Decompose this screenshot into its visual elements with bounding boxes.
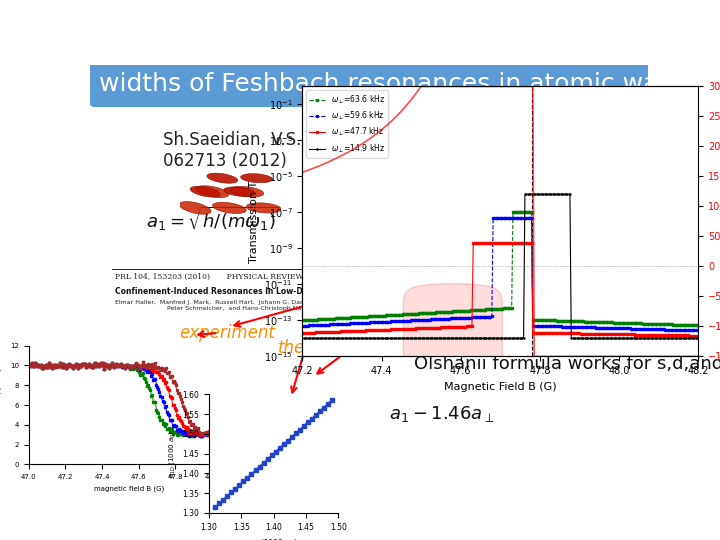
$\omega_\perp$=63.6 kHz — [298, 317, 307, 323]
$\omega_\perp$=47.7 kHz — [694, 333, 703, 339]
Y-axis label: $a_{\rm 1D}$ (1000 $a_0$): $a_{\rm 1D}$ (1000 $a_0$) — [166, 429, 176, 478]
X-axis label: magnetic field B (G): magnetic field B (G) — [94, 485, 165, 492]
$\omega_\perp$=14.9 kHz — [658, 335, 667, 342]
Text: Sh.Saeidian, V.S. Melezhik ,and P.Schmelcher, Phys.Rev. A86,
062713 (2012): Sh.Saeidian, V.S. Melezhik ,and P.Schmel… — [163, 131, 670, 170]
$\omega_\perp$=63.6 kHz — [658, 321, 667, 327]
$\omega_\perp$=47.7 kHz — [469, 240, 477, 246]
$\omega_\perp$=59.6 kHz — [694, 327, 703, 334]
X-axis label: Magnetic Field B (G): Magnetic Field B (G) — [444, 382, 557, 392]
Line: $\omega_\perp$=63.6 kHz: $\omega_\perp$=63.6 kHz — [302, 211, 699, 326]
$\omega_\perp$=59.6 kHz — [298, 322, 307, 329]
Y-axis label: atom number $N_r \ [\times 10^3]$: atom number $N_r \ [\times 10^3]$ — [0, 367, 4, 443]
Ellipse shape — [179, 201, 211, 214]
$\omega_\perp$=47.7 kHz — [300, 330, 308, 336]
Ellipse shape — [207, 173, 238, 183]
$\omega_\perp$=63.6 kHz — [694, 322, 703, 328]
$\omega_\perp$=63.6 kHz — [300, 317, 308, 323]
$\omega_\perp$=59.6 kHz — [534, 322, 542, 329]
$\omega_\perp$=59.6 kHz — [633, 326, 642, 332]
$\omega_\perp$=47.7 kHz — [535, 329, 544, 336]
Text: $a_1 - 1.46a_{\perp}$: $a_1 - 1.46a_{\perp}$ — [389, 404, 494, 424]
$\omega_\perp$=59.6 kHz — [541, 323, 550, 329]
Ellipse shape — [190, 186, 220, 197]
Text: theory: theory — [278, 339, 332, 356]
Line: $\omega_\perp$=59.6 kHz: $\omega_\perp$=59.6 kHz — [302, 217, 699, 332]
$\omega_\perp$=47.7 kHz — [633, 332, 642, 338]
$\omega_\perp$=63.6 kHz — [633, 320, 642, 327]
$\omega_\perp$=14.9 kHz — [521, 191, 529, 198]
$\omega_\perp$=14.9 kHz — [633, 335, 642, 342]
$\omega_\perp$=14.9 kHz — [541, 191, 550, 198]
$\omega_\perp$=63.6 kHz — [534, 316, 542, 323]
$\omega_\perp$=14.9 kHz — [298, 335, 307, 342]
$\omega_\perp$=59.6 kHz — [489, 214, 498, 221]
Text: Elmar Haller,  Manfred J. Mark,  Russell Hart,  Johann G. Danzl,  Lukas Reichsöl: Elmar Haller, Manfred J. Mark, Russell H… — [115, 300, 437, 310]
Ellipse shape — [230, 186, 264, 197]
Ellipse shape — [212, 202, 246, 213]
$\omega_\perp$=63.6 kHz — [541, 317, 550, 323]
Ellipse shape — [246, 203, 281, 213]
Ellipse shape — [196, 186, 229, 198]
Text: PRL 104, 153203 (2010)       PHYSICAL REVIEW LETTERS       week ending
         : PRL 104, 153203 (2010) PHYSICAL REVIEW L… — [115, 273, 411, 290]
Ellipse shape — [224, 187, 255, 197]
Ellipse shape — [240, 174, 273, 183]
$\omega_\perp$=47.7 kHz — [534, 329, 542, 336]
Text: Shifts and widths of Feshbach resonances in atomic waveguides: Shifts and widths of Feshbach resonances… — [0, 72, 720, 96]
X-axis label: $z_1$ (1000 $a_0$): $z_1$ (1000 $a_0$) — [250, 537, 297, 540]
$\omega_\perp$=59.6 kHz — [658, 326, 667, 333]
Y-axis label: Transmission T: Transmission T — [249, 180, 258, 262]
$\omega_\perp$=14.9 kHz — [300, 335, 308, 342]
$\omega_\perp$=14.9 kHz — [694, 335, 703, 342]
$\omega_\perp$=59.6 kHz — [535, 322, 544, 329]
$\omega_\perp$=14.9 kHz — [535, 191, 544, 198]
Line: $\omega_\perp$=14.9 kHz: $\omega_\perp$=14.9 kHz — [301, 193, 700, 340]
Text: experiment: experiment — [179, 324, 274, 342]
Text: Olshanii formula works for s,d,and  g  FRs: Olshanii formula works for s,d,and g FRs — [413, 355, 720, 373]
Text: Confinement-Induced Resonances in Low-Dimensional Quantum Systems: Confinement-Induced Resonances in Low-Di… — [115, 287, 431, 296]
$\omega_\perp$=47.7 kHz — [298, 330, 307, 336]
$\omega_\perp$=47.7 kHz — [658, 332, 667, 338]
Ellipse shape — [403, 284, 503, 540]
Legend: $\omega_\perp$=63.6 kHz, $\omega_\perp$=59.6 kHz, $\omega_\perp$=47.7 kHz, $\ome: $\omega_\perp$=63.6 kHz, $\omega_\perp$=… — [306, 90, 388, 158]
$\omega_\perp$=63.6 kHz — [535, 316, 544, 323]
Text: $a_1 = \sqrt{h/(m\omega_1)}$: $a_1 = \sqrt{h/(m\omega_1)}$ — [145, 205, 279, 233]
$\omega_\perp$=59.6 kHz — [300, 322, 308, 329]
Line: $\omega_\perp$=47.7 kHz: $\omega_\perp$=47.7 kHz — [301, 241, 700, 337]
$\omega_\perp$=47.7 kHz — [541, 329, 550, 336]
$\omega_\perp$=63.6 kHz — [508, 209, 517, 215]
$\omega_\perp$=14.9 kHz — [534, 191, 542, 198]
FancyBboxPatch shape — [90, 63, 648, 106]
